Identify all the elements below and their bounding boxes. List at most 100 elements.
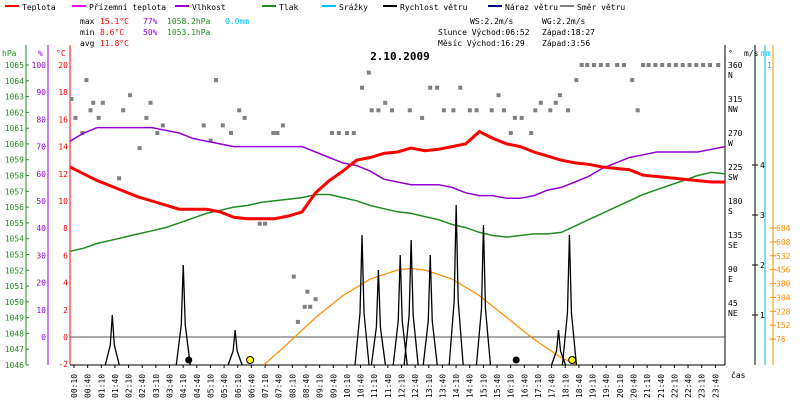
tick-label: 12: [58, 170, 68, 179]
legend-label: Vlhkost: [192, 3, 226, 12]
stat-value: Západ:3:56: [542, 39, 590, 48]
wind-direction-point: [263, 221, 268, 226]
tick-label: 10: [36, 306, 46, 315]
tick-label: 1050: [5, 298, 24, 307]
tick-label: %: [38, 49, 43, 58]
stat-value: 0.0mm: [225, 17, 249, 26]
tick-label: 1063: [5, 93, 24, 102]
x-tick-label: 16:10: [507, 374, 516, 398]
tick-label: 1060: [5, 140, 24, 149]
tick-label: 90: [728, 265, 738, 274]
x-tick-label: 13:40: [438, 374, 447, 398]
wind-direction-point: [653, 63, 658, 67]
x-tick-label: 07:10: [261, 374, 270, 398]
wind-direction-point: [641, 63, 646, 67]
stat-value: 50%: [143, 28, 158, 37]
x-tick-label: 23:10: [698, 374, 707, 398]
x-tick-label: 02:40: [138, 374, 147, 398]
wind-direction-point: [280, 123, 285, 128]
legend-label: Náraz větru: [505, 3, 558, 12]
wind-direction-point: [155, 131, 160, 135]
wind-direction-point: [529, 131, 534, 135]
wind-direction-point: [474, 108, 479, 113]
wind-direction-point: [330, 131, 334, 135]
wind-direction-point: [708, 63, 712, 67]
tick-label: 1047: [5, 345, 24, 354]
tick-label: S: [728, 207, 733, 216]
tick-label: 1064: [5, 77, 24, 86]
tick-label: mm: [761, 49, 771, 58]
wind-speed-peak: [475, 224, 492, 366]
tick-label: 2: [760, 261, 765, 270]
tick-label: 1: [760, 311, 765, 320]
wind-speed-peak: [392, 254, 408, 366]
tick-label: 18: [58, 88, 68, 97]
pressure-line: [69, 171, 726, 253]
tick-label: 100: [32, 61, 47, 70]
x-tick-label: 17:10: [534, 374, 543, 398]
tick-label: SW: [728, 173, 738, 182]
series: [69, 63, 726, 366]
wind-direction-point: [369, 108, 374, 113]
stat-label: min: [80, 28, 95, 37]
stat-value: 8.6°C: [100, 28, 124, 37]
tick-label: 76: [776, 335, 786, 344]
tick-label: 50: [36, 197, 46, 206]
x-tick-label: 05:10: [206, 374, 215, 398]
stat-value: WG:2.2m/s: [542, 17, 586, 26]
x-tick-label: 13:10: [425, 374, 434, 398]
legend-label: Teplota: [22, 3, 56, 12]
stat-label: avg: [80, 39, 95, 48]
wind-speed-peak: [175, 264, 191, 366]
wind-speed-peak: [422, 254, 438, 366]
x-tick-label: 00:10: [70, 374, 79, 398]
wind-speed-peak: [354, 234, 370, 366]
tick-label: 180: [728, 197, 743, 206]
tick-label: 532: [776, 252, 791, 261]
tick-label: 1057: [5, 187, 24, 196]
wind-speed-peak: [104, 314, 120, 366]
wind-direction-point: [667, 63, 672, 67]
tick-label: 1054: [5, 235, 24, 244]
tick-label: 16: [58, 115, 68, 124]
tick-label: 45: [728, 299, 738, 308]
tick-label: 1061: [5, 124, 24, 133]
tick-label: 3: [760, 211, 765, 220]
wind-direction-point: [467, 108, 472, 113]
wind-direction-point: [308, 304, 313, 309]
tick-label: 152: [776, 321, 791, 330]
stat-value: 77%: [143, 17, 158, 26]
x-tick-label: 11:10: [370, 374, 379, 398]
wind-direction-point: [257, 221, 262, 226]
tick-label: 1049: [5, 314, 24, 323]
sun-marker: [568, 356, 577, 364]
wind-direction-point: [275, 131, 280, 135]
stat-value: Západ:18:27: [542, 28, 595, 37]
tick-label: E: [728, 275, 733, 284]
wind-direction-point: [519, 115, 524, 120]
wind-direction-point: [73, 115, 78, 120]
legend-label: Směr větru: [577, 3, 625, 12]
tick-label: 135: [728, 231, 743, 240]
wind-direction-point: [680, 63, 685, 67]
wind-direction-point: [630, 78, 635, 83]
x-tick-label: 12:40: [411, 374, 420, 398]
x-tick-label: 06:40: [247, 374, 256, 398]
x-tick-label: 20:40: [629, 374, 638, 398]
wind-direction-point: [508, 131, 513, 135]
x-tick-label: 10:10: [343, 374, 352, 398]
x-tick-label: 02:10: [125, 374, 134, 398]
tick-label: 1053: [5, 250, 24, 259]
rain-marker: [185, 356, 193, 364]
legend-label: Přízemní teplota: [89, 3, 166, 12]
wind-direction-point: [458, 85, 463, 90]
wind-direction-point: [91, 100, 96, 105]
wind-direction-point: [345, 131, 349, 135]
x-tick-label: 06:10: [234, 374, 243, 398]
wind-direction-point: [117, 176, 122, 181]
wind-direction-point: [84, 78, 89, 83]
tick-label: NW: [728, 105, 738, 114]
x-tick-label: 16:40: [520, 374, 529, 398]
tick-label: 20: [58, 61, 68, 70]
